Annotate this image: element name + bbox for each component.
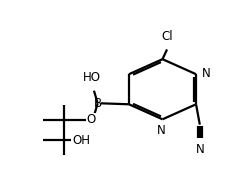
- Text: N: N: [157, 124, 166, 137]
- Text: B: B: [94, 97, 102, 110]
- Text: HO: HO: [82, 71, 100, 84]
- Text: N: N: [202, 67, 210, 80]
- Text: OH: OH: [73, 134, 91, 147]
- Text: O: O: [87, 113, 96, 126]
- Text: N: N: [196, 143, 204, 156]
- Text: Cl: Cl: [161, 30, 173, 43]
